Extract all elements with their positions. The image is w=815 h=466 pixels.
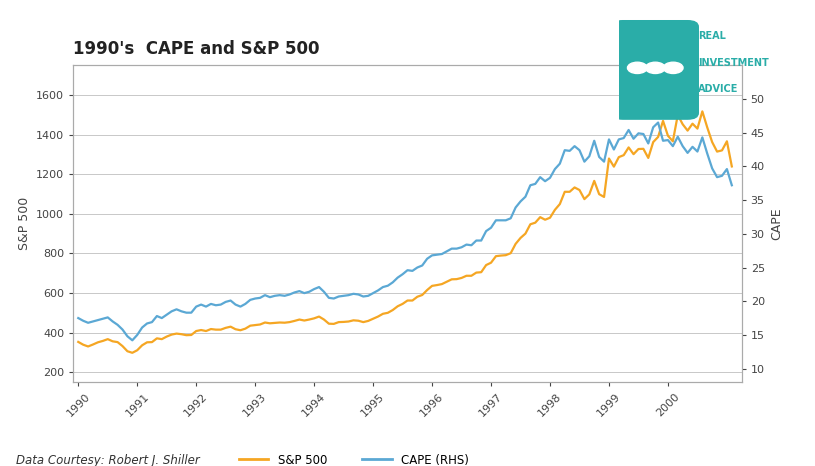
- S&P 500: [221, 325, 231, 331]
- CAPE (RHS): [73, 315, 83, 321]
- S&P 500: [240, 326, 250, 331]
- Y-axis label: CAPE: CAPE: [770, 207, 783, 240]
- CAPE (RHS): [108, 319, 117, 324]
- S&P 500: [73, 339, 83, 345]
- CAPE (RHS): [329, 296, 339, 302]
- Legend: S&P 500, CAPE (RHS): S&P 500, CAPE (RHS): [234, 449, 474, 466]
- S&P 500: [108, 338, 117, 344]
- Text: INVESTMENT: INVESTMENT: [698, 58, 769, 68]
- CAPE (RHS): [240, 301, 250, 307]
- CAPE (RHS): [127, 337, 137, 343]
- CAPE (RHS): [727, 183, 737, 188]
- Text: REAL: REAL: [698, 31, 726, 41]
- Line: S&P 500: S&P 500: [78, 111, 732, 353]
- CAPE (RHS): [654, 120, 663, 125]
- FancyBboxPatch shape: [612, 21, 698, 119]
- S&P 500: [688, 121, 698, 126]
- Text: ADVICE: ADVICE: [698, 84, 738, 94]
- S&P 500: [693, 126, 703, 131]
- Circle shape: [628, 62, 647, 74]
- Text: 1990's  CAPE and S&P 500: 1990's CAPE and S&P 500: [73, 40, 319, 58]
- CAPE (RHS): [693, 149, 703, 154]
- Text: Data Courtesy: Robert J. Shiller: Data Courtesy: Robert J. Shiller: [16, 454, 200, 466]
- S&P 500: [698, 109, 707, 114]
- S&P 500: [127, 350, 137, 356]
- Circle shape: [645, 62, 665, 74]
- CAPE (RHS): [221, 299, 231, 305]
- CAPE (RHS): [698, 135, 707, 140]
- Line: CAPE (RHS): CAPE (RHS): [78, 123, 732, 340]
- Circle shape: [663, 62, 683, 74]
- S&P 500: [727, 164, 737, 169]
- Y-axis label: S&P 500: S&P 500: [18, 197, 31, 250]
- S&P 500: [329, 321, 339, 327]
